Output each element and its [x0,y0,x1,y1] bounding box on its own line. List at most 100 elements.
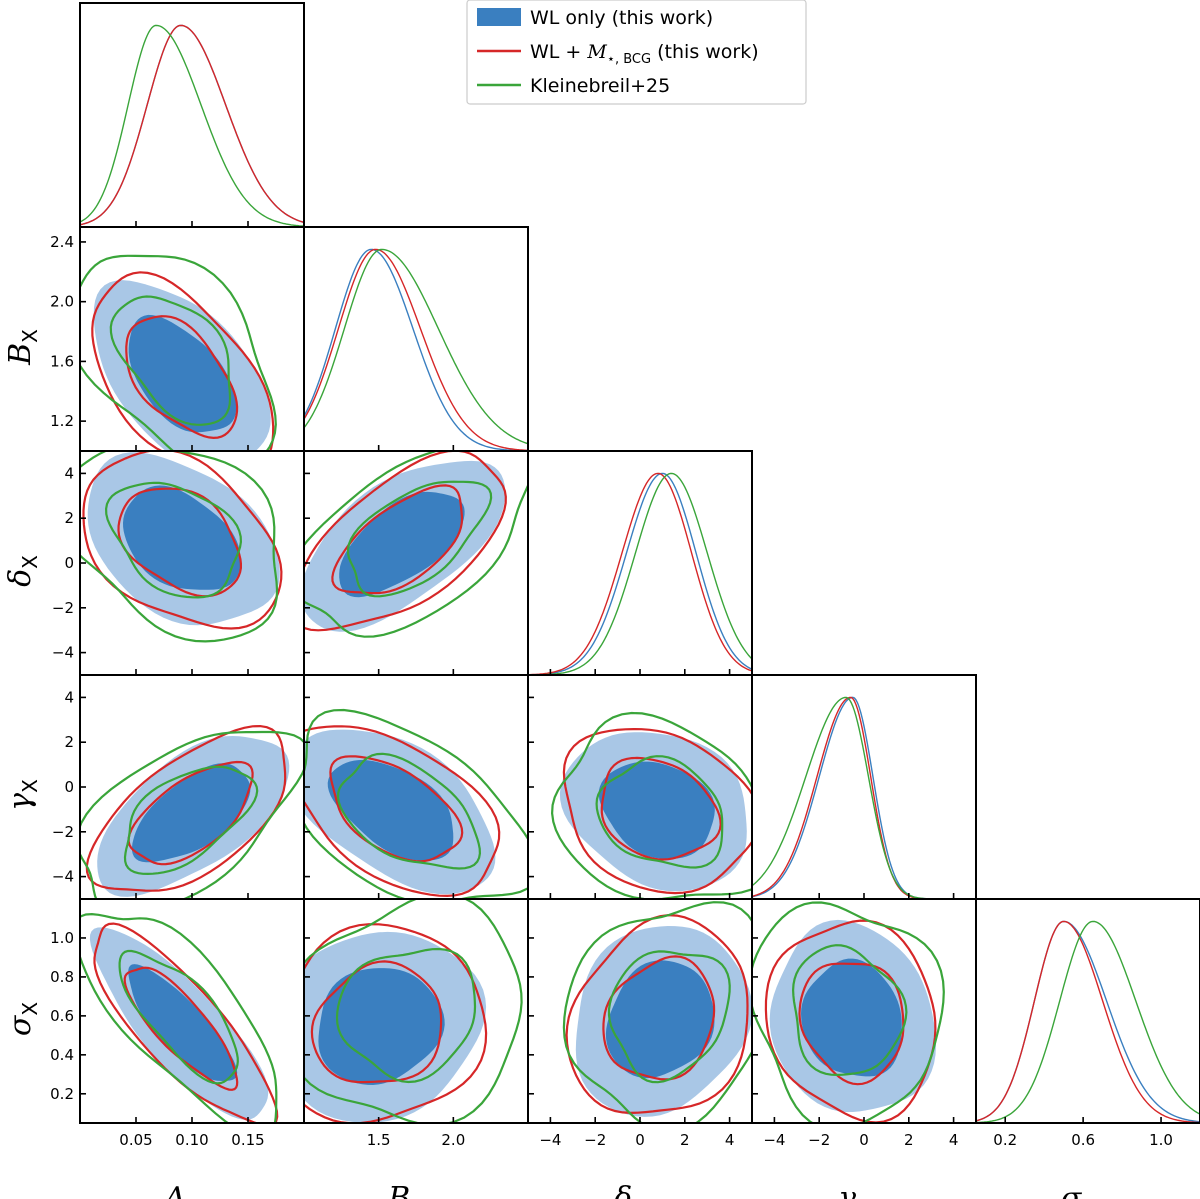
x-axis-label-sub-B: X [410,1196,424,1199]
y-axis-label-sub-B: X [18,329,42,343]
diag-series-group-sigma [976,920,1200,1123]
contour-wl-68-A-sigma [128,964,238,1081]
y-axis-label-sub-gamma: X [18,779,42,793]
y-tick-label-sigma-3: 0.8 [50,968,74,986]
marginal-sigma-series-2 [976,920,1200,1123]
y-axis-label-sigma: σX [3,1002,42,1036]
marginal-sigma-series-0 [976,920,1200,1123]
y-tick-label-B-3: 2.4 [50,233,74,251]
contour-group-B-gamma [304,708,528,899]
y-tick-label-delta-4: 4 [64,464,74,482]
y-tick-label-delta-1: −2 [52,599,74,617]
contour-kleinebreil-68-B-delta [346,480,493,598]
diag-frame-gamma [751,674,977,900]
contour-kleinebreil-95-A-sigma [80,912,278,1123]
y-axis-label-sub-delta: X [18,555,42,569]
y-axis-label-sub-sigma: X [18,1002,42,1016]
x-tick-label-delta-1: −2 [584,1131,606,1149]
contour-panel-delta-sigma [527,898,753,1124]
y-tick-label-B-0: 1.2 [50,412,74,430]
diag-panel-B [303,226,529,452]
x-tick-label-gamma-1: −2 [808,1131,830,1149]
x-tick-label-A-0: 0.05 [119,1131,152,1149]
x-axis-label-sub-A: X [186,1196,200,1199]
y-tick-label-sigma-2: 0.6 [50,1007,74,1025]
contour-wlmstar-68-B-delta [331,484,464,595]
contour-kleinebreil-95-B-delta [304,451,528,638]
contour-wl-68-gamma-sigma [801,958,902,1077]
contour-group-A-B [80,254,277,451]
marginal-B-series-1 [304,248,528,451]
contour-wlmstar-68-delta-gamma [600,756,722,861]
marginal-delta-series-1 [528,472,752,675]
y-tick-label-gamma-4: 4 [64,688,74,706]
contour-kleinebreil-95-A-B [80,254,277,451]
contour-kleinebreil-68-A-B [109,295,232,426]
marginal-gamma-series-1 [752,696,976,899]
contour-wlmstar-95-delta-gamma [562,727,752,895]
diag-series-group-gamma [752,696,976,899]
contour-wlmstar-95-B-delta [304,451,507,632]
contour-kleinebreil-95-B-sigma [304,899,523,1123]
marginal-gamma-series-0 [752,696,976,899]
diag-frame-delta [527,450,753,676]
contour-kleinebreil-68-A-delta [104,481,243,599]
diag-frame-sigma [975,898,1200,1124]
x-tick-label-gamma-0: −4 [763,1131,785,1149]
contour-kleinebreil-68-gamma-sigma [791,944,908,1077]
y-axis-label-delta: δX [3,555,42,587]
contour-wl-68-B-sigma [318,968,445,1085]
legend-frame [466,0,807,105]
contour-wlmstar-68-gamma-sigma [798,962,905,1086]
contour-panel-A-sigma [79,898,305,1124]
contour-panel-A-gamma [79,674,305,900]
x-tick-label-gamma-4: 4 [949,1131,959,1149]
contour-wl-68-delta-sigma [605,960,715,1079]
x-tick-label-delta-3: 2 [680,1131,690,1149]
contour-wlmstar-95-A-sigma [93,922,279,1123]
y-axis-label-gamma: γX [3,779,42,811]
x-axis-label-gamma: γX [838,1181,870,1199]
contour-wlmstar-68-A-sigma [123,966,239,1091]
contour-group-A-sigma [80,912,279,1123]
contour-kleinebreil-68-B-sigma [335,947,477,1084]
contour-wl-68-B-delta [339,491,465,598]
contour-panel-A-delta [79,450,305,676]
contour-kleinebreil-95-gamma-sigma [752,901,945,1123]
x-tick-label-delta-2: 0 [635,1131,645,1149]
marginal-A-series-2 [80,24,304,227]
x-tick-label-A-2: 0.15 [231,1131,264,1149]
contour-kleinebreil-68-delta-gamma [595,755,724,869]
diag-frame-A [79,2,305,228]
contour-wlmstar-95-gamma-sigma [764,919,937,1123]
contour-kleinebreil-95-B-gamma [304,708,528,899]
x-axis-label-A: AX [161,1181,200,1199]
contour-wlmstar-95-A-B [91,271,275,451]
contour-panel-A-B [79,226,305,452]
contour-wl-68-A-B [128,314,237,433]
x-tick-label-sigma-2: 1.0 [1149,1131,1173,1149]
x-tick-label-A-1: 0.10 [175,1131,208,1149]
contour-group-delta-sigma [562,901,752,1123]
marginal-B-series-0 [304,248,528,451]
contour-kleinebreil-95-A-delta [80,451,279,643]
x-axis-label-B: BX [387,1181,424,1199]
contour-panel-B-gamma [303,674,529,900]
contour-panel-gamma-sigma [751,898,977,1124]
contour-wl-68-B-gamma [327,759,454,861]
contour-group-A-gamma [80,724,304,899]
contour-wl-68-delta-gamma [598,761,715,859]
contour-wlmstar-68-B-sigma [310,960,443,1084]
contour-wlmstar-68-delta-sigma [602,955,716,1081]
diag-panel-sigma [975,898,1200,1124]
diag-panel-gamma [751,674,977,900]
contour-wlmstar-68-B-gamma [329,755,464,863]
contour-group-A-delta [80,451,283,643]
panels-layer [79,2,1200,1124]
legend-label-wl-only: WL only (this work) [530,7,713,29]
contour-kleinebreil-95-A-gamma [80,730,304,899]
legend-label-kleinebreil: Kleinebreil+25 [530,75,670,97]
y-tick-label-sigma-1: 0.4 [50,1046,74,1064]
contour-wl-68-A-delta [123,485,241,590]
